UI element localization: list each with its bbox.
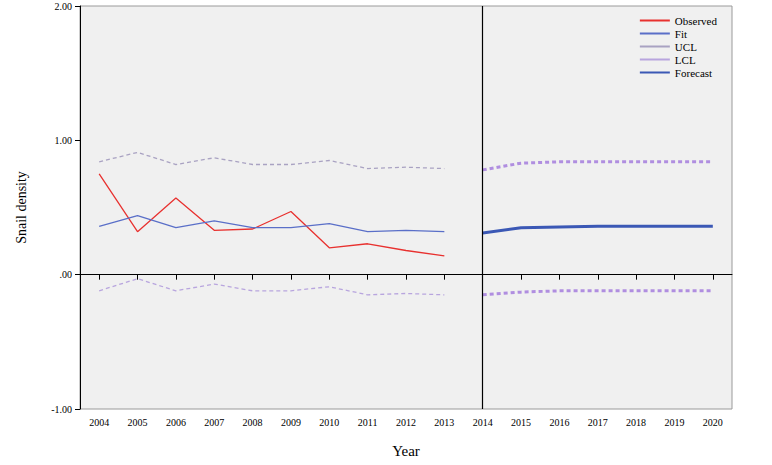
svg-text:2008: 2008 [243,417,263,428]
svg-text:2019: 2019 [664,417,684,428]
svg-text:2010: 2010 [319,417,339,428]
svg-text:2.00: 2.00 [55,1,73,12]
svg-text:UCL: UCL [675,41,697,53]
svg-text:Snail density: Snail density [14,171,29,244]
svg-text:2007: 2007 [204,417,224,428]
svg-text:2018: 2018 [626,417,646,428]
svg-text:2015: 2015 [511,417,531,428]
svg-text:2005: 2005 [128,417,148,428]
svg-text:Fit: Fit [675,28,687,40]
svg-text:2011: 2011 [358,417,378,428]
svg-text:-1.00: -1.00 [51,404,72,415]
svg-text:2013: 2013 [434,417,454,428]
svg-text:2004: 2004 [89,417,109,428]
svg-text:Year: Year [392,443,420,459]
svg-text:1.00: 1.00 [55,135,73,146]
svg-text:2014: 2014 [473,417,493,428]
svg-text:2006: 2006 [166,417,186,428]
svg-text:LCL: LCL [675,54,696,66]
svg-text:Forecast: Forecast [675,67,712,79]
svg-text:2020: 2020 [703,417,723,428]
svg-text:2017: 2017 [588,417,608,428]
svg-text:2009: 2009 [281,417,301,428]
svg-text:Observed: Observed [675,15,718,27]
svg-text:2012: 2012 [396,417,416,428]
svg-text:2016: 2016 [549,417,569,428]
svg-text:.00: .00 [60,269,73,280]
